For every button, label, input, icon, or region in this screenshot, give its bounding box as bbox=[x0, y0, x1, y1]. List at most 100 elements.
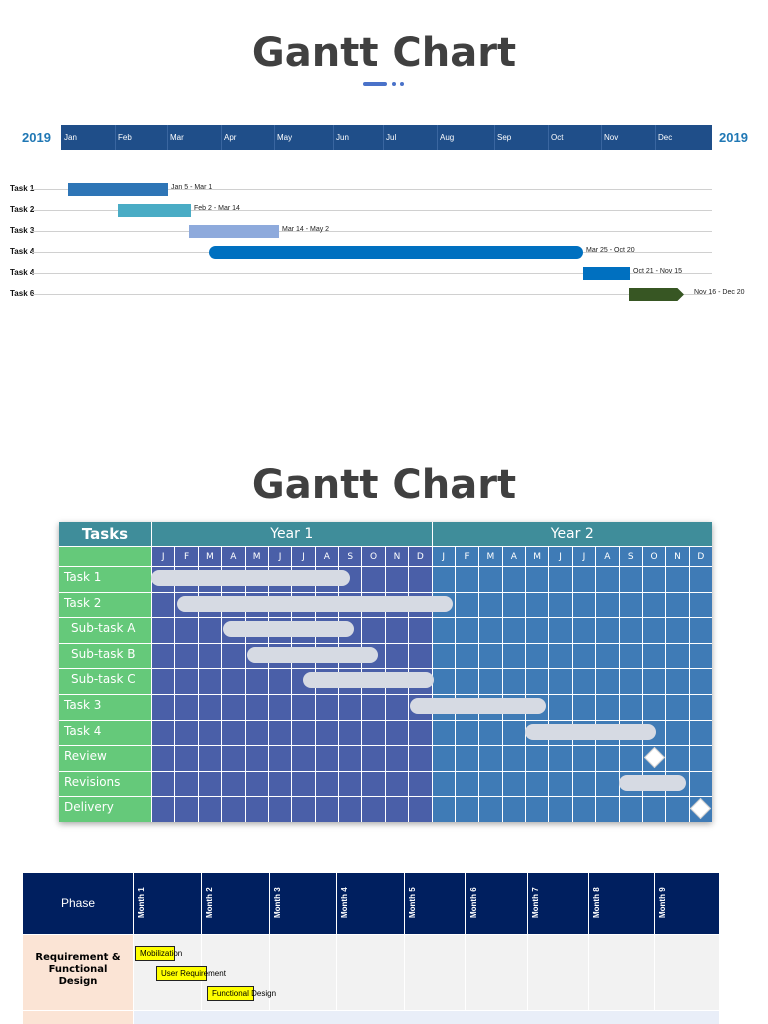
month-separator bbox=[221, 125, 222, 150]
grid-cell bbox=[361, 617, 385, 643]
phase-name: Requirement & Functional Design bbox=[35, 952, 121, 987]
grid-cell bbox=[431, 770, 455, 797]
task-row-label: Task 2 bbox=[59, 591, 151, 618]
grid-cell bbox=[478, 566, 502, 592]
grid-cell bbox=[501, 617, 525, 643]
grid-cell bbox=[361, 566, 385, 592]
column-divider bbox=[527, 935, 528, 1010]
month-letter: A bbox=[314, 546, 338, 566]
month-letter: F bbox=[174, 546, 198, 566]
grid-cell bbox=[595, 770, 619, 797]
phase-row-body bbox=[134, 1011, 719, 1024]
month-header: Month 9 bbox=[658, 887, 667, 918]
grid-cell bbox=[571, 796, 596, 822]
month-letter: N bbox=[384, 546, 409, 566]
month-label: Sep bbox=[497, 133, 512, 142]
grid-cell bbox=[338, 745, 362, 771]
grid-cell bbox=[174, 694, 198, 720]
grid-cell bbox=[548, 668, 572, 694]
tasks-header: Tasks bbox=[59, 522, 151, 546]
task-bar bbox=[302, 672, 434, 689]
grid-cell bbox=[408, 617, 432, 643]
task-row-label: Sub-task C bbox=[59, 668, 151, 694]
grid-cell bbox=[688, 745, 712, 771]
grid-cell bbox=[221, 796, 245, 822]
grid-cell bbox=[151, 745, 175, 771]
grid-cell bbox=[501, 719, 525, 746]
grid-cell bbox=[571, 642, 596, 669]
grid-cell bbox=[174, 770, 198, 797]
grid-cell bbox=[267, 719, 292, 746]
month-header-bar: Jan Feb Mar Apr May Jun Jul Aug Sep Oct Nov Dec bbox=[61, 125, 712, 150]
grid-cell bbox=[151, 617, 175, 643]
task-row-label: Sub-task B bbox=[59, 642, 151, 669]
grid-cell bbox=[291, 745, 315, 771]
grid-cell bbox=[454, 770, 479, 797]
month-header: Month 5 bbox=[408, 887, 417, 918]
grid-cell bbox=[431, 617, 455, 643]
grid-cell bbox=[688, 668, 712, 694]
grid-cell bbox=[267, 745, 292, 771]
grid-cell bbox=[454, 566, 479, 592]
grid-cell bbox=[197, 745, 222, 771]
month-label: Aug bbox=[440, 133, 455, 142]
month-separator bbox=[548, 125, 549, 150]
grid-cell bbox=[338, 694, 362, 720]
task-bar bbox=[176, 595, 453, 612]
month-letter: M bbox=[525, 546, 549, 566]
grid-cell bbox=[641, 642, 666, 669]
month-label: Jan bbox=[64, 133, 77, 142]
grid-cell bbox=[431, 642, 455, 669]
grid-cell bbox=[665, 694, 689, 720]
grid-cell bbox=[525, 770, 549, 797]
task-bar bbox=[618, 774, 687, 791]
grid-cell bbox=[478, 591, 502, 618]
grid-cell bbox=[618, 694, 642, 720]
grid-cell bbox=[665, 642, 689, 669]
grid-cell bbox=[454, 668, 479, 694]
column-divider bbox=[133, 935, 134, 1010]
task-date-range: Feb 2 - Mar 14 bbox=[194, 205, 240, 212]
grid-cell bbox=[688, 694, 712, 720]
grid-cell bbox=[665, 668, 689, 694]
grid-cell bbox=[338, 719, 362, 746]
year-label-right: 2019 bbox=[719, 130, 748, 145]
column-divider bbox=[336, 935, 337, 1010]
phase-cell bbox=[23, 935, 133, 1010]
grid-cell bbox=[384, 566, 409, 592]
task-bar bbox=[629, 288, 684, 301]
task-bar bbox=[118, 204, 191, 217]
grid-cell bbox=[688, 566, 712, 592]
grid-cell bbox=[151, 770, 175, 797]
grid-cell bbox=[431, 668, 455, 694]
grid-cell bbox=[361, 796, 385, 822]
grid-cell bbox=[641, 566, 666, 592]
grid-cell bbox=[618, 642, 642, 669]
grid-cell bbox=[384, 796, 409, 822]
grid-cell bbox=[571, 745, 596, 771]
grid-cell bbox=[571, 668, 596, 694]
grid-cell bbox=[454, 617, 479, 643]
grid-cell bbox=[478, 617, 502, 643]
task-row-label: Delivery bbox=[59, 796, 151, 822]
grid-cell bbox=[408, 642, 432, 669]
grid-cell bbox=[548, 745, 572, 771]
grid-cell bbox=[501, 770, 525, 797]
month-letter: J bbox=[291, 546, 315, 566]
grid-cell bbox=[151, 796, 175, 822]
grid-cell bbox=[478, 796, 502, 822]
grid-cell bbox=[431, 566, 455, 592]
grid-cell bbox=[197, 719, 222, 746]
grid-cell bbox=[197, 642, 222, 669]
month-letter: J bbox=[571, 546, 596, 566]
grid-cell bbox=[548, 796, 572, 822]
grid-cell bbox=[431, 719, 455, 746]
month-header: Month 7 bbox=[531, 887, 540, 918]
grid-cell bbox=[174, 745, 198, 771]
column-divider bbox=[404, 935, 405, 1010]
task-label: Task 6 bbox=[10, 289, 35, 298]
grid-cell bbox=[267, 694, 292, 720]
grid-cell bbox=[595, 591, 619, 618]
grid-cell bbox=[478, 770, 502, 797]
phase-cell bbox=[23, 1011, 133, 1024]
